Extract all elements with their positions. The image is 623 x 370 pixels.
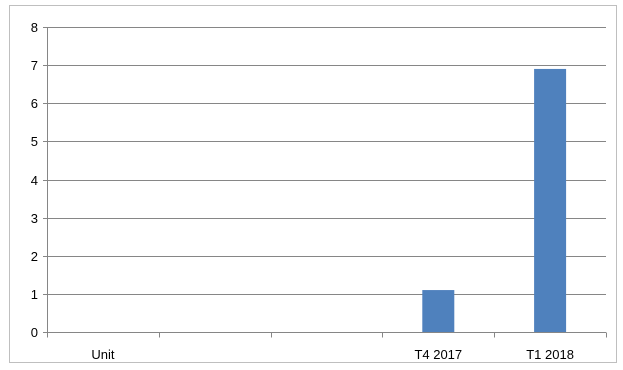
gridlines [47,27,606,295]
y-tick-label-8: 8 [31,20,38,35]
chart-frame [9,5,617,363]
bar-t4-2017 [422,290,455,332]
bars [422,68,567,332]
y-tick-label-1: 1 [31,287,38,302]
y-tick-label-5: 5 [31,134,38,149]
axes [43,27,607,338]
y-tick-label-7: 7 [31,58,38,73]
x-tick-label-t4-2017: T4 2017 [414,347,462,362]
y-tick-label-6: 6 [31,96,38,111]
y-tick-label-2: 2 [31,249,38,264]
x-tick-label-unit: Unit [91,347,115,362]
x-tick-label-t1-2018: T1 2018 [526,347,574,362]
x-tick-labels: Unit T4 2017 T1 2018 [91,347,574,362]
bar-t1-2018 [534,68,567,332]
y-tick-label-4: 4 [31,173,38,188]
y-tick-label-3: 3 [31,211,38,226]
y-tick-label-0: 0 [31,325,38,340]
y-tick-labels: 0 1 2 3 4 5 6 7 8 [31,20,38,340]
